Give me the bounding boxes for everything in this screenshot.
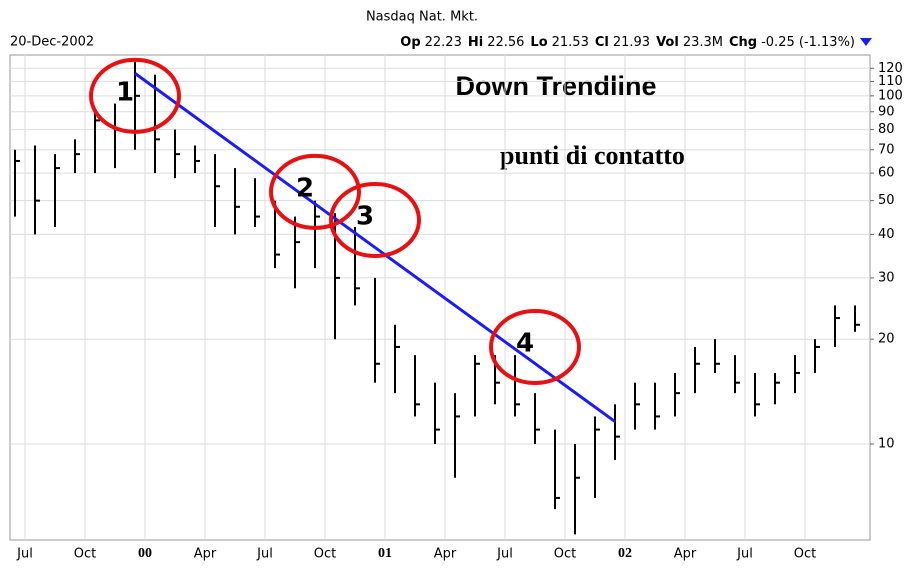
quote-value: 23.3M (683, 35, 723, 50)
quote-label: Chg (729, 35, 757, 50)
x-tick-label: Jul (736, 547, 753, 562)
y-tick-label: 120 (878, 61, 903, 76)
x-tick-label: 02 (618, 546, 632, 561)
quote-label: Op (400, 35, 420, 50)
date: 20-Dec-2002 (10, 35, 94, 50)
x-tick-label: Oct (74, 547, 96, 562)
dropdown-arrow[interactable] (860, 38, 872, 46)
quote-value: 21.53 (552, 35, 589, 50)
x-tick-label: Oct (794, 547, 816, 562)
trendline (134, 72, 616, 423)
x-tick-label: Apr (194, 547, 217, 562)
x-tick-label: Oct (554, 547, 576, 562)
contact-circle (329, 181, 421, 258)
y-tick-label: 110 (878, 74, 903, 89)
heading: Down Trendline (455, 71, 656, 101)
x-tick-label: Jul (496, 547, 513, 562)
y-tick-label: 90 (878, 104, 895, 119)
x-tick-label: 00 (138, 546, 152, 561)
x-tick-label: Apr (434, 547, 457, 562)
x-tick-label: Apr (674, 547, 697, 562)
quote-label: Cl (595, 35, 609, 50)
y-tick-label: 30 (878, 270, 895, 285)
y-tick-label: 70 (878, 142, 895, 157)
contact-number: 4 (516, 328, 534, 358)
subheading: punti di contatto (500, 141, 685, 170)
x-tick-label: Oct (314, 547, 336, 562)
quote-value: 21.93 (613, 35, 650, 50)
x-tick-label: Jul (256, 547, 273, 562)
quote-value: -0.25 (-1.13%) (761, 35, 855, 50)
contact-number: 2 (296, 173, 314, 203)
y-tick-label: 60 (878, 166, 895, 181)
y-tick-label: 80 (878, 122, 895, 137)
chart-title: Nasdaq Nat. Mkt. (366, 10, 478, 25)
x-tick-label: Jul (16, 547, 33, 562)
quote-label: Hi (468, 35, 483, 50)
quote-label: Lo (530, 35, 547, 50)
contact-circle (89, 57, 181, 134)
contact-circle (489, 308, 581, 385)
contact-number: 3 (356, 201, 374, 231)
plot-area (9, 54, 871, 541)
y-tick-label: 10 (878, 437, 895, 452)
quote-value: 22.56 (487, 35, 524, 50)
quote: Op 22.23 Hi 22.56 Lo 21.53 Cl 21.93 Vol 23.3M Chg -… (400, 35, 855, 50)
y-tick-label: 20 (878, 332, 895, 347)
contact-number: 1 (116, 77, 134, 107)
quote-label: Vol (656, 35, 679, 50)
quote-value: 22.23 (425, 35, 462, 50)
x-tick-label: 01 (378, 546, 392, 561)
y-tick-label: 40 (878, 227, 895, 242)
contact-circle (269, 153, 361, 230)
y-tick-label: 50 (878, 193, 895, 208)
y-tick-label: 100 (878, 88, 903, 103)
